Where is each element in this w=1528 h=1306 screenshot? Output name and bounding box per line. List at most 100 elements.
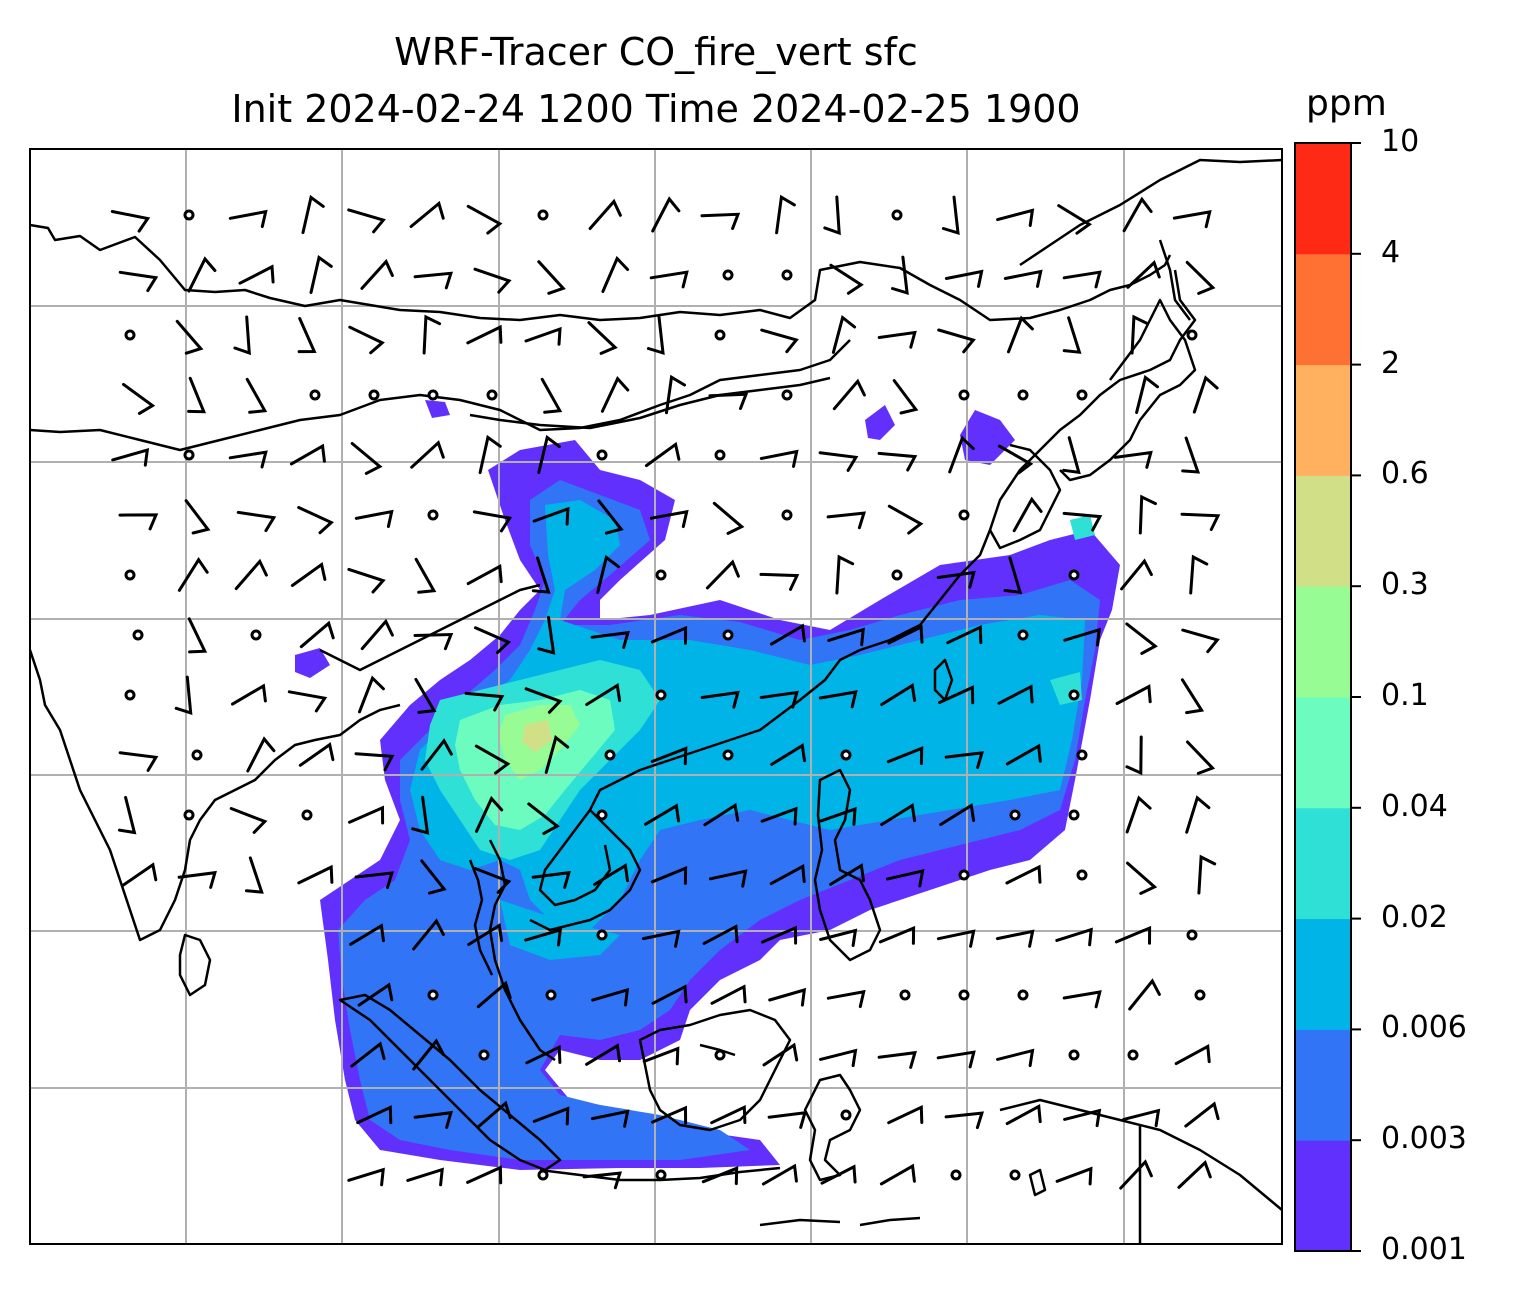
wind-barb <box>527 802 560 835</box>
wind-barb <box>892 379 919 415</box>
calm-wind-marker <box>958 869 970 881</box>
calm-wind-marker <box>781 509 793 521</box>
calm-wind-marker <box>124 689 136 701</box>
calm-wind-marker <box>714 329 726 341</box>
wind-barb <box>422 314 442 355</box>
wind-barb <box>880 803 917 826</box>
wind-barb <box>702 924 739 945</box>
wind-barb <box>891 255 909 295</box>
wind-barb <box>348 325 385 355</box>
wind-barb <box>644 441 681 468</box>
wind-barb <box>348 805 385 825</box>
wind-barb <box>1181 628 1220 654</box>
wind-barb <box>354 509 394 528</box>
wind-barb <box>1172 210 1212 229</box>
wind-barb <box>761 925 798 945</box>
wind-barb <box>245 377 268 414</box>
wind-barb <box>877 330 917 349</box>
map-title-line1: WRF-Tracer CO_fire_vert sfc <box>394 30 918 74</box>
wind-barb <box>475 795 504 833</box>
wind-barb <box>596 554 620 594</box>
wind-barb <box>601 255 630 293</box>
calm-wind-marker <box>596 809 608 821</box>
colorbar-tick-label: 0.3 <box>1381 567 1429 603</box>
wind-barb <box>531 870 571 889</box>
wind-barb <box>760 806 798 826</box>
wind-barb <box>466 563 503 586</box>
calm-wind-marker <box>722 749 734 761</box>
colorbar-tick-label: 0.6 <box>1381 456 1429 492</box>
wind-barb <box>1122 196 1153 233</box>
wind-barb <box>466 1165 503 1185</box>
wind-barb <box>946 624 983 645</box>
wind-barb <box>1180 678 1205 715</box>
wind-barb <box>537 615 556 655</box>
wind-barb <box>540 377 563 414</box>
colorbar-segment <box>1295 1140 1351 1252</box>
wind-barb <box>409 200 445 228</box>
wind-barb <box>111 448 150 467</box>
wind-barb <box>649 509 689 529</box>
wind-barb <box>760 328 799 354</box>
calm-wind-marker <box>781 269 793 281</box>
wind-barb <box>187 376 207 414</box>
wind-barb <box>354 752 395 772</box>
tracer-band-002-ne <box>1070 515 1095 540</box>
wind-barb <box>823 195 841 236</box>
colorbar-tick-label: 0.04 <box>1381 788 1448 824</box>
wind-barb <box>826 511 867 530</box>
wind-barb <box>473 867 512 894</box>
wind-barb <box>466 204 503 235</box>
wind-barb <box>297 864 334 885</box>
wind-barb <box>174 675 193 716</box>
calm-wind-marker <box>722 269 734 281</box>
colorbar-segment <box>1295 143 1351 255</box>
wind-barb <box>413 271 454 290</box>
calm-wind-marker <box>1017 629 1029 641</box>
wind-barb <box>464 691 505 712</box>
calm-wind-marker <box>781 389 793 401</box>
wind-barb <box>1125 795 1152 834</box>
wind-barb <box>835 554 855 595</box>
colorbar-segment <box>1295 1029 1351 1141</box>
wind-barb <box>175 319 204 355</box>
calm-wind-marker <box>478 1049 490 1061</box>
calm-wind-marker <box>309 389 321 401</box>
wind-barb <box>1138 494 1157 535</box>
colorbar-segment <box>1295 918 1351 1030</box>
wind-barb <box>944 1111 985 1130</box>
calm-wind-marker <box>1068 689 1080 701</box>
tracer-band-0001-n <box>865 405 895 440</box>
wind-barb <box>761 1163 798 1186</box>
wind-barb <box>358 675 385 714</box>
wind-barb <box>360 258 394 290</box>
wind-barb <box>420 859 447 895</box>
wind-barb <box>121 862 158 887</box>
wind-barb <box>1177 1159 1212 1189</box>
calm-wind-marker <box>183 209 195 221</box>
wind-barb <box>414 557 437 594</box>
wind-barb <box>356 1105 393 1125</box>
wind-barb <box>936 1050 976 1069</box>
calm-wind-marker <box>537 1169 549 1181</box>
wind-barb <box>820 1164 857 1185</box>
wind-barb <box>1062 990 1102 1009</box>
wind-barb <box>1135 374 1159 414</box>
wind-barb <box>641 929 681 948</box>
calm-wind-marker <box>1009 809 1021 821</box>
calm-wind-marker <box>714 449 726 461</box>
wind-barb <box>122 382 156 415</box>
wind-barb <box>360 618 394 651</box>
calm-wind-marker <box>596 929 608 941</box>
wind-barb <box>1180 512 1221 531</box>
wind-barb <box>818 451 859 472</box>
wind-barb <box>236 510 277 533</box>
wind-barb <box>582 1171 623 1190</box>
wind-barb <box>354 871 394 890</box>
wind-barb <box>1125 735 1143 776</box>
calm-wind-marker <box>545 989 557 1001</box>
wind-barb <box>309 254 333 294</box>
wind-barb <box>473 267 512 294</box>
wind-barb <box>245 856 264 894</box>
wind-barb <box>228 450 268 469</box>
